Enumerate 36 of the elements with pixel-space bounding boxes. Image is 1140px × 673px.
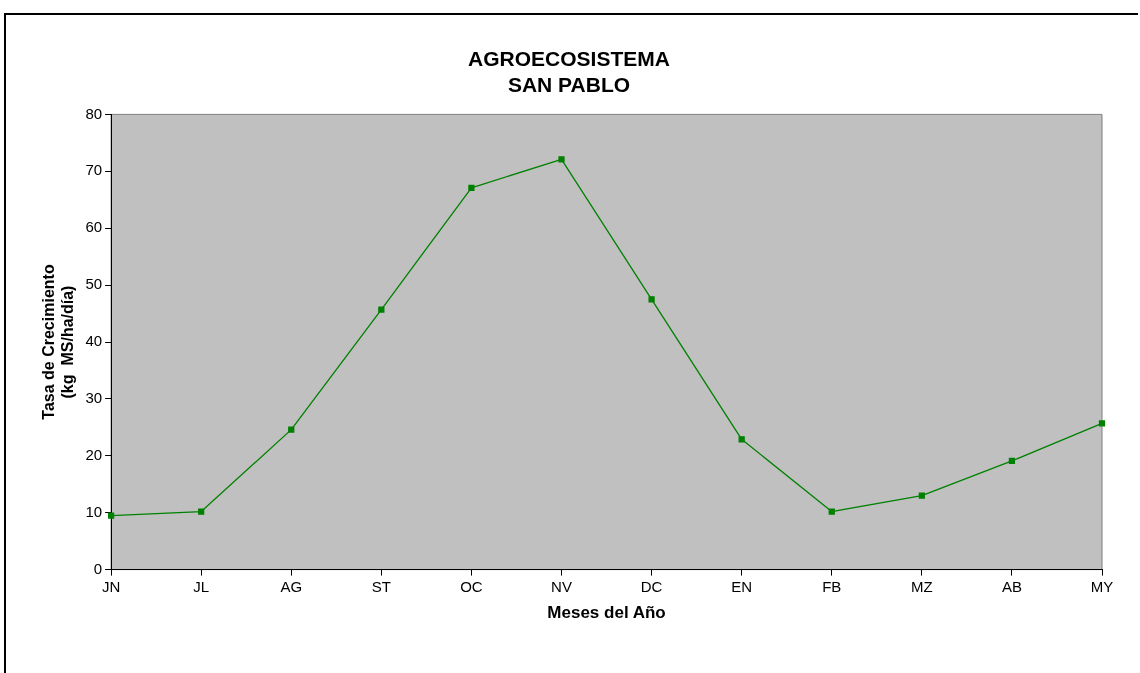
point <box>107 512 115 519</box>
y-axis-title: Tasa de Crecimiento (kg MS/ha/día) <box>40 264 77 420</box>
point <box>828 508 835 515</box>
x-tick-label: MY <box>1090 577 1114 595</box>
y-tick-label: 80 <box>85 104 103 122</box>
y-tick-label: 30 <box>85 389 103 407</box>
x-tick-label: DC <box>640 577 663 595</box>
x-tick-label: ST <box>371 577 391 595</box>
x-tick-label: FB <box>822 577 842 595</box>
point <box>378 306 385 313</box>
y-tick-label: 50 <box>85 275 103 293</box>
y-tick-label: 0 <box>93 559 103 577</box>
y-tick-label: 70 <box>85 161 103 179</box>
point <box>198 508 205 515</box>
point <box>288 426 295 433</box>
point <box>558 156 565 163</box>
x-tick-label: NV <box>551 577 572 595</box>
point <box>648 296 655 303</box>
y-tick-label: 20 <box>85 445 103 463</box>
point <box>1008 457 1016 465</box>
y-tick-label: 10 <box>85 502 103 520</box>
chart-title: AGROECOSISTEMA SAN PABLO <box>468 47 670 96</box>
x-tick-label: AG <box>280 577 303 595</box>
y-tick-label: 60 <box>85 218 103 236</box>
point <box>738 436 745 443</box>
point <box>1098 420 1106 427</box>
point <box>918 492 925 499</box>
x-tick-label: OC <box>460 577 483 595</box>
x-tick-label: EN <box>731 577 753 595</box>
y-tick-label: 40 <box>85 332 103 350</box>
x-axis-title: Meses del Año <box>547 603 666 623</box>
x-tick-label: JN <box>101 577 121 595</box>
x-tick-label: MZ <box>911 577 933 595</box>
x-tick-label: AB <box>1001 577 1022 595</box>
x-tick-label: JL <box>193 577 210 595</box>
point <box>468 184 475 191</box>
